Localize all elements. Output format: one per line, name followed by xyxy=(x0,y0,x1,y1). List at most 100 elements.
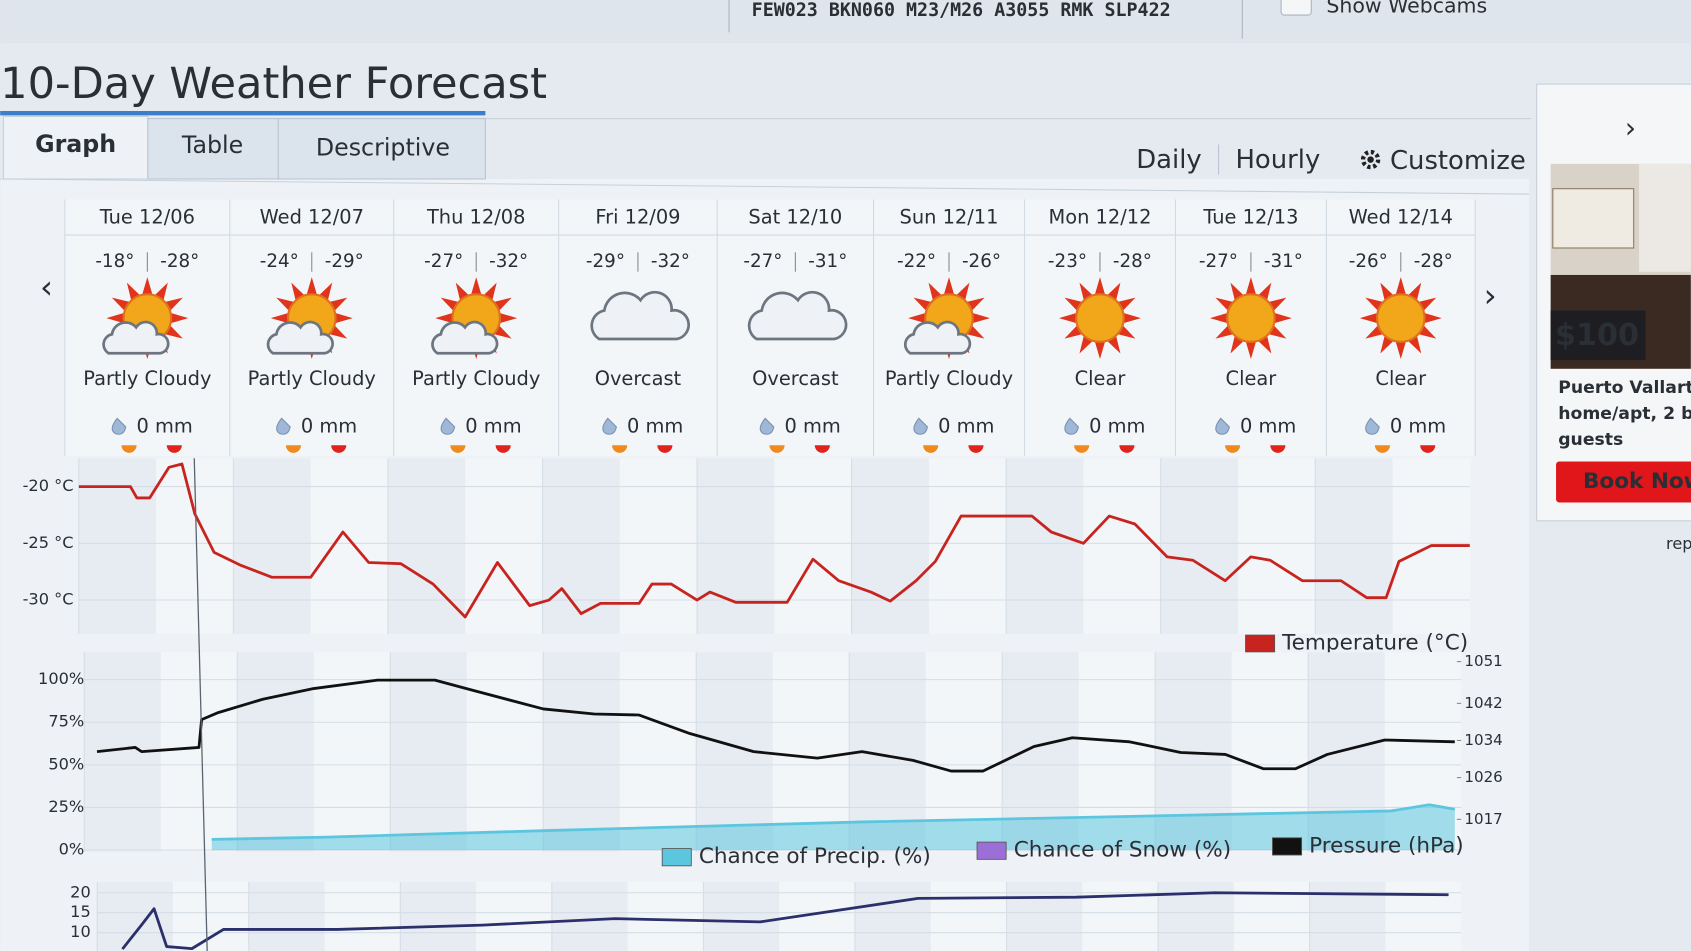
day-band xyxy=(78,458,157,634)
sunrise-marker xyxy=(1374,445,1391,453)
sun-ray xyxy=(1359,312,1378,324)
sunrise-marker xyxy=(285,445,301,453)
sun-disc xyxy=(1075,293,1125,343)
condition: Partly Cloudy xyxy=(885,367,1013,390)
prev-arrow[interactable]: ‹ xyxy=(40,268,53,306)
ad-price: $100 xyxy=(1555,318,1639,353)
day-high: -18° xyxy=(95,251,134,272)
day-band xyxy=(387,458,466,634)
day-high: -23° xyxy=(1048,251,1087,272)
book-button-label[interactable]: Book Now xyxy=(1583,469,1691,494)
day-band xyxy=(854,881,931,951)
ad-footer[interactable]: rep xyxy=(1666,534,1691,553)
precip-drop xyxy=(1064,417,1079,435)
tab-label[interactable]: Table xyxy=(181,131,243,159)
ad-text: Puerto Vallarta xyxy=(1558,378,1691,398)
ad-arrow[interactable]: › xyxy=(1625,111,1636,144)
y-tick-label: 20 xyxy=(70,882,91,901)
gear-hub xyxy=(1367,156,1374,163)
page-title: 10-Day Weather Forecast xyxy=(0,59,547,109)
legend-swatch xyxy=(661,848,692,867)
precip: 0 mm xyxy=(465,414,521,437)
day-high: -22° xyxy=(897,251,936,272)
sun-ray xyxy=(1395,341,1406,360)
day-band xyxy=(851,458,929,634)
area-fill xyxy=(211,804,1455,851)
sunrise-marker xyxy=(121,445,137,453)
gear-icon[interactable] xyxy=(1360,149,1381,170)
legend-label: Temperature (°C) xyxy=(1281,631,1468,656)
next-arrow[interactable]: › xyxy=(1484,277,1497,315)
sunrise-marker xyxy=(923,445,939,453)
day-columns: Tue 12/06 -18° -28° Partly Cloudy 0 mm Wed 12… xyxy=(64,199,1476,457)
day-date: Tue 12/06 xyxy=(99,205,195,228)
y-tick-label: -20 °C xyxy=(23,476,74,495)
series-line xyxy=(78,462,1470,619)
day-date: Thu 12/08 xyxy=(426,205,525,228)
cloud xyxy=(431,320,499,355)
day-date: Sat 12/10 xyxy=(748,205,842,228)
y-tick-label: 100% xyxy=(38,669,84,688)
precip: 0 mm xyxy=(301,414,357,437)
sunrise-marker xyxy=(769,445,785,453)
y2-tick-label: 1017 xyxy=(1464,810,1502,828)
legend-swatch xyxy=(1272,837,1303,856)
price-box xyxy=(1550,310,1646,361)
tab-label[interactable]: Descriptive xyxy=(316,133,450,161)
legend-label: Pressure (hPa) xyxy=(1309,833,1464,858)
sunset-marker xyxy=(331,445,347,453)
day-high: -29° xyxy=(586,251,625,272)
view-option[interactable]: Daily xyxy=(1136,145,1201,175)
ad-text: guests xyxy=(1558,430,1623,450)
sun-ray xyxy=(908,312,926,324)
precip-drop xyxy=(1215,417,1230,435)
sun-ray xyxy=(1245,277,1257,295)
tab[interactable] xyxy=(277,118,486,180)
precip: 0 mm xyxy=(1390,414,1446,437)
sun-ray xyxy=(1395,277,1406,295)
sunset-marker xyxy=(166,445,182,453)
day-high: -24° xyxy=(260,251,299,272)
day-band xyxy=(697,458,775,634)
condition: Clear xyxy=(1375,367,1426,390)
webcams-label[interactable]: Show Webcams xyxy=(1326,0,1487,17)
sunrise-marker xyxy=(1074,445,1090,453)
legend-swatch xyxy=(976,841,1007,860)
sun-ray xyxy=(1123,312,1141,324)
sun-ray xyxy=(1209,312,1228,324)
day-band xyxy=(233,458,311,634)
precip-drop xyxy=(913,417,929,435)
day-date: Mon 12/12 xyxy=(1048,205,1151,228)
checkbox[interactable] xyxy=(1280,0,1312,16)
sun-ray xyxy=(499,312,518,324)
sunset-marker xyxy=(495,445,511,453)
y2-tick-label: 1034 xyxy=(1464,731,1502,749)
sun-ray xyxy=(943,277,955,295)
day-date: Wed 12/07 xyxy=(260,205,364,228)
now-line xyxy=(193,458,208,951)
top-strip xyxy=(0,0,1691,44)
day-band xyxy=(1160,458,1238,634)
precip: 0 mm xyxy=(136,414,192,437)
precip: 0 mm xyxy=(1240,414,1296,437)
book-button[interactable] xyxy=(1556,461,1691,503)
ad-text: home/apt, 2 be xyxy=(1558,404,1691,424)
tab-label[interactable]: Graph xyxy=(35,130,116,158)
precip: 0 mm xyxy=(784,414,840,437)
sunset-marker xyxy=(1270,445,1286,453)
day-low: -32° xyxy=(489,251,528,272)
view-option[interactable]: Customize xyxy=(1390,146,1526,176)
view-option[interactable]: Hourly xyxy=(1235,145,1320,175)
precip-drop xyxy=(759,417,775,435)
day-low: -31° xyxy=(1264,251,1303,272)
day-high: -26° xyxy=(1349,251,1388,272)
sun-disc xyxy=(1375,293,1426,343)
day-low: -28° xyxy=(1414,251,1453,272)
day-band xyxy=(1006,881,1083,951)
day-date: Wed 12/14 xyxy=(1349,205,1453,228)
precip: 0 mm xyxy=(938,414,994,437)
sunset-marker xyxy=(968,445,984,453)
condition: Partly Cloudy xyxy=(83,367,211,390)
